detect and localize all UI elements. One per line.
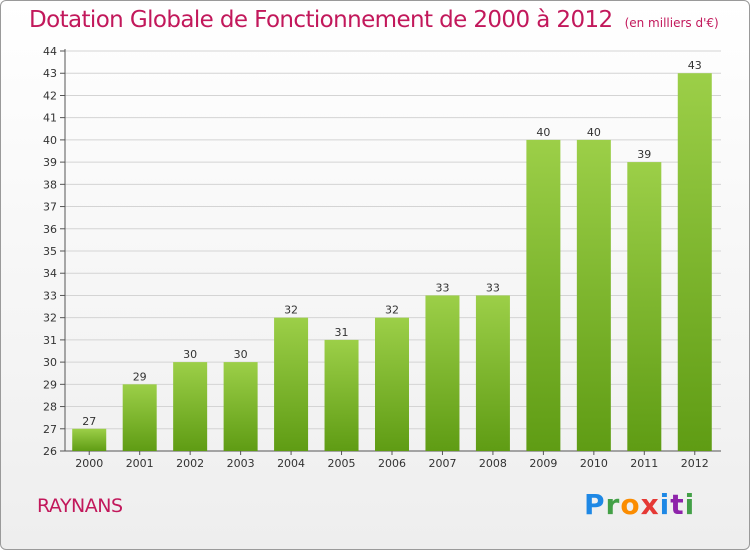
x-tick-label-2002: 2002 xyxy=(176,457,204,470)
x-tick-label-2005: 2005 xyxy=(328,457,356,470)
data-label-2004: 32 xyxy=(284,304,298,317)
x-tick-label-2000: 2000 xyxy=(75,457,103,470)
data-label-2012: 43 xyxy=(688,59,702,72)
x-tick-label-2009: 2009 xyxy=(529,457,557,470)
x-tick-label-2008: 2008 xyxy=(479,457,507,470)
data-label-2005: 31 xyxy=(335,326,349,339)
data-label-2010: 40 xyxy=(587,126,601,139)
data-label-2008: 33 xyxy=(486,281,500,294)
data-label-2009: 40 xyxy=(536,126,550,139)
y-tick-label-42: 42 xyxy=(43,89,57,102)
data-label-2001: 29 xyxy=(133,370,147,383)
x-tick-label-2012: 2012 xyxy=(681,457,709,470)
y-tick-label-37: 37 xyxy=(43,201,57,214)
place-name: RAYNANS xyxy=(37,495,123,517)
bar-2007 xyxy=(425,295,460,451)
y-tick-label-28: 28 xyxy=(43,401,57,414)
data-label-2011: 39 xyxy=(637,148,651,161)
bar-2002 xyxy=(173,362,208,451)
y-tick-label-40: 40 xyxy=(43,134,57,147)
bar-2005 xyxy=(324,339,359,451)
labels: 26 27 28 29 30 31 32 33 34 35 36 37 38 39 40 41 42 43 44 27… xyxy=(43,45,709,470)
y-tick-label-43: 43 xyxy=(43,67,57,80)
bar-2003 xyxy=(223,362,258,451)
y-tick-label-34: 34 xyxy=(43,267,57,280)
y-tick-label-39: 39 xyxy=(43,156,57,169)
x-tick-label-2010: 2010 xyxy=(580,457,608,470)
y-tick-label-27: 27 xyxy=(43,423,57,436)
y-tick-label-31: 31 xyxy=(43,334,57,347)
y-tick-label-32: 32 xyxy=(43,312,57,325)
x-tick-label-2004: 2004 xyxy=(277,457,305,470)
bar-2006 xyxy=(375,317,409,451)
bar-2011 xyxy=(627,162,662,451)
bar-2008 xyxy=(475,295,510,451)
data-label-2000: 27 xyxy=(82,415,96,428)
chart-subtitle: (en milliers d'€) xyxy=(624,16,719,30)
bar-2001 xyxy=(122,384,157,451)
y-tick-label-30: 30 xyxy=(43,356,57,369)
proxiti-logo[interactable]: Proxiti xyxy=(584,488,696,521)
x-tick-label-2007: 2007 xyxy=(428,457,456,470)
data-label-2006: 32 xyxy=(385,304,399,317)
y-tick-label-36: 36 xyxy=(43,223,57,236)
y-tick-label-38: 38 xyxy=(43,178,57,191)
bar-2012 xyxy=(677,73,712,451)
chart-title: Dotation Globale de Fonctionnement de 20… xyxy=(29,7,719,33)
x-tick-label-2006: 2006 xyxy=(378,457,406,470)
data-label-2003: 30 xyxy=(234,348,248,361)
y-tick-label-35: 35 xyxy=(43,245,57,258)
y-tick-label-29: 29 xyxy=(43,378,57,391)
bar-2004 xyxy=(274,317,309,451)
y-tick-label-26: 26 xyxy=(43,445,57,458)
x-tick-label-2003: 2003 xyxy=(227,457,255,470)
y-tick-label-41: 41 xyxy=(43,112,57,125)
x-tick-label-2001: 2001 xyxy=(126,457,154,470)
x-tick-label-2011: 2011 xyxy=(630,457,658,470)
chart-title-text: Dotation Globale de Fonctionnement de 20… xyxy=(29,7,613,33)
bar-2000 xyxy=(72,428,107,451)
y-tick-label-44: 44 xyxy=(43,45,57,58)
bar-2009 xyxy=(526,139,561,451)
bar-2010 xyxy=(576,139,611,451)
bars xyxy=(72,73,712,451)
y-tick-label-33: 33 xyxy=(43,289,57,302)
data-label-2002: 30 xyxy=(183,348,197,361)
data-label-2007: 33 xyxy=(435,281,449,294)
